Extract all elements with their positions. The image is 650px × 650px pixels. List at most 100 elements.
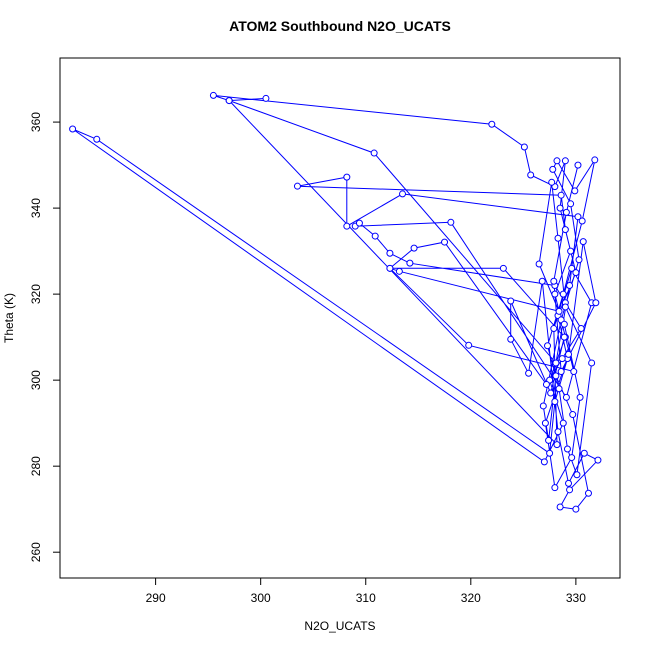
data-point — [565, 350, 573, 358]
data-point — [574, 161, 582, 169]
data-point — [584, 489, 592, 497]
data-point — [555, 307, 563, 315]
data-point — [507, 297, 515, 305]
data-point — [567, 247, 575, 255]
y-tick-label: 260 — [29, 542, 43, 562]
data-point — [538, 277, 546, 285]
data-point — [578, 217, 586, 225]
data-point — [553, 157, 561, 165]
data-point — [209, 91, 217, 99]
x-tick-label: 330 — [566, 591, 586, 605]
data-point — [592, 299, 600, 307]
data-point — [561, 226, 569, 234]
data-point — [553, 441, 561, 449]
data-point — [577, 325, 585, 333]
data-point — [527, 171, 535, 179]
data-point — [554, 428, 562, 436]
x-tick-label: 290 — [146, 591, 166, 605]
data-point — [591, 156, 599, 164]
y-tick-label: 320 — [29, 284, 43, 304]
data-point — [370, 149, 378, 157]
data-point — [395, 267, 403, 275]
data-point — [544, 342, 552, 350]
data-point — [549, 165, 557, 173]
data-point — [560, 320, 568, 328]
data-point — [386, 249, 394, 257]
data-point — [572, 505, 580, 513]
x-tick-label: 310 — [356, 591, 376, 605]
data-point — [579, 238, 587, 246]
data-point — [499, 264, 507, 272]
data-point — [568, 454, 576, 462]
data-point — [575, 256, 583, 264]
data-point — [343, 222, 351, 230]
x-tick-label: 300 — [251, 591, 271, 605]
data-point — [572, 269, 580, 277]
data-point — [560, 333, 568, 341]
data-point — [566, 486, 574, 494]
data-point — [371, 232, 379, 240]
data-point — [588, 359, 596, 367]
y-tick-label: 300 — [29, 370, 43, 390]
data-point — [550, 277, 558, 285]
data-point — [580, 449, 588, 457]
data-point — [557, 191, 565, 199]
data-point — [551, 484, 559, 492]
data-point — [562, 208, 570, 216]
data-point — [545, 436, 553, 444]
data-point — [555, 385, 563, 393]
plot-frame — [59, 57, 621, 579]
data-point — [399, 190, 407, 198]
data-point — [571, 187, 579, 195]
data-point — [293, 182, 301, 190]
data-point — [568, 264, 576, 272]
x-axis-label: N2O_UCATS — [304, 619, 375, 633]
data-point — [562, 393, 570, 401]
data-point — [447, 218, 455, 226]
data-point — [225, 97, 233, 105]
data-point — [552, 372, 560, 380]
data-point — [535, 260, 543, 268]
data-point — [556, 204, 564, 212]
y-axis-label: Theta (K) — [2, 293, 16, 343]
data-point — [525, 369, 533, 377]
data-point — [594, 456, 602, 464]
data-point — [554, 234, 562, 242]
data-point — [561, 157, 569, 165]
data-point — [542, 380, 550, 388]
data-point — [561, 303, 569, 311]
data-point — [567, 200, 575, 208]
data-point — [547, 389, 555, 397]
data-point — [406, 259, 414, 267]
data-point — [563, 445, 571, 453]
data-point — [548, 178, 556, 186]
data-point — [465, 341, 473, 349]
data-point — [576, 393, 584, 401]
data-point — [520, 143, 528, 151]
data-point — [410, 244, 418, 252]
data-point — [541, 419, 549, 427]
data-point — [540, 458, 548, 466]
data-point — [343, 173, 351, 181]
data-point — [355, 219, 363, 227]
data-point — [93, 135, 101, 143]
data-point — [551, 398, 559, 406]
data-point — [550, 325, 558, 333]
data-point — [69, 125, 77, 133]
data-point — [539, 402, 547, 410]
data-point — [569, 411, 577, 419]
data-point — [559, 290, 567, 298]
data-point — [262, 94, 270, 102]
data-point — [574, 213, 582, 221]
y-tick-label: 360 — [29, 112, 43, 132]
data-point — [507, 335, 515, 343]
data-point — [557, 368, 565, 376]
data-point — [573, 471, 581, 479]
data-point — [558, 355, 566, 363]
data-point — [551, 290, 559, 298]
data-point — [386, 264, 394, 272]
y-tick-label: 340 — [29, 198, 43, 218]
data-point — [566, 282, 574, 290]
